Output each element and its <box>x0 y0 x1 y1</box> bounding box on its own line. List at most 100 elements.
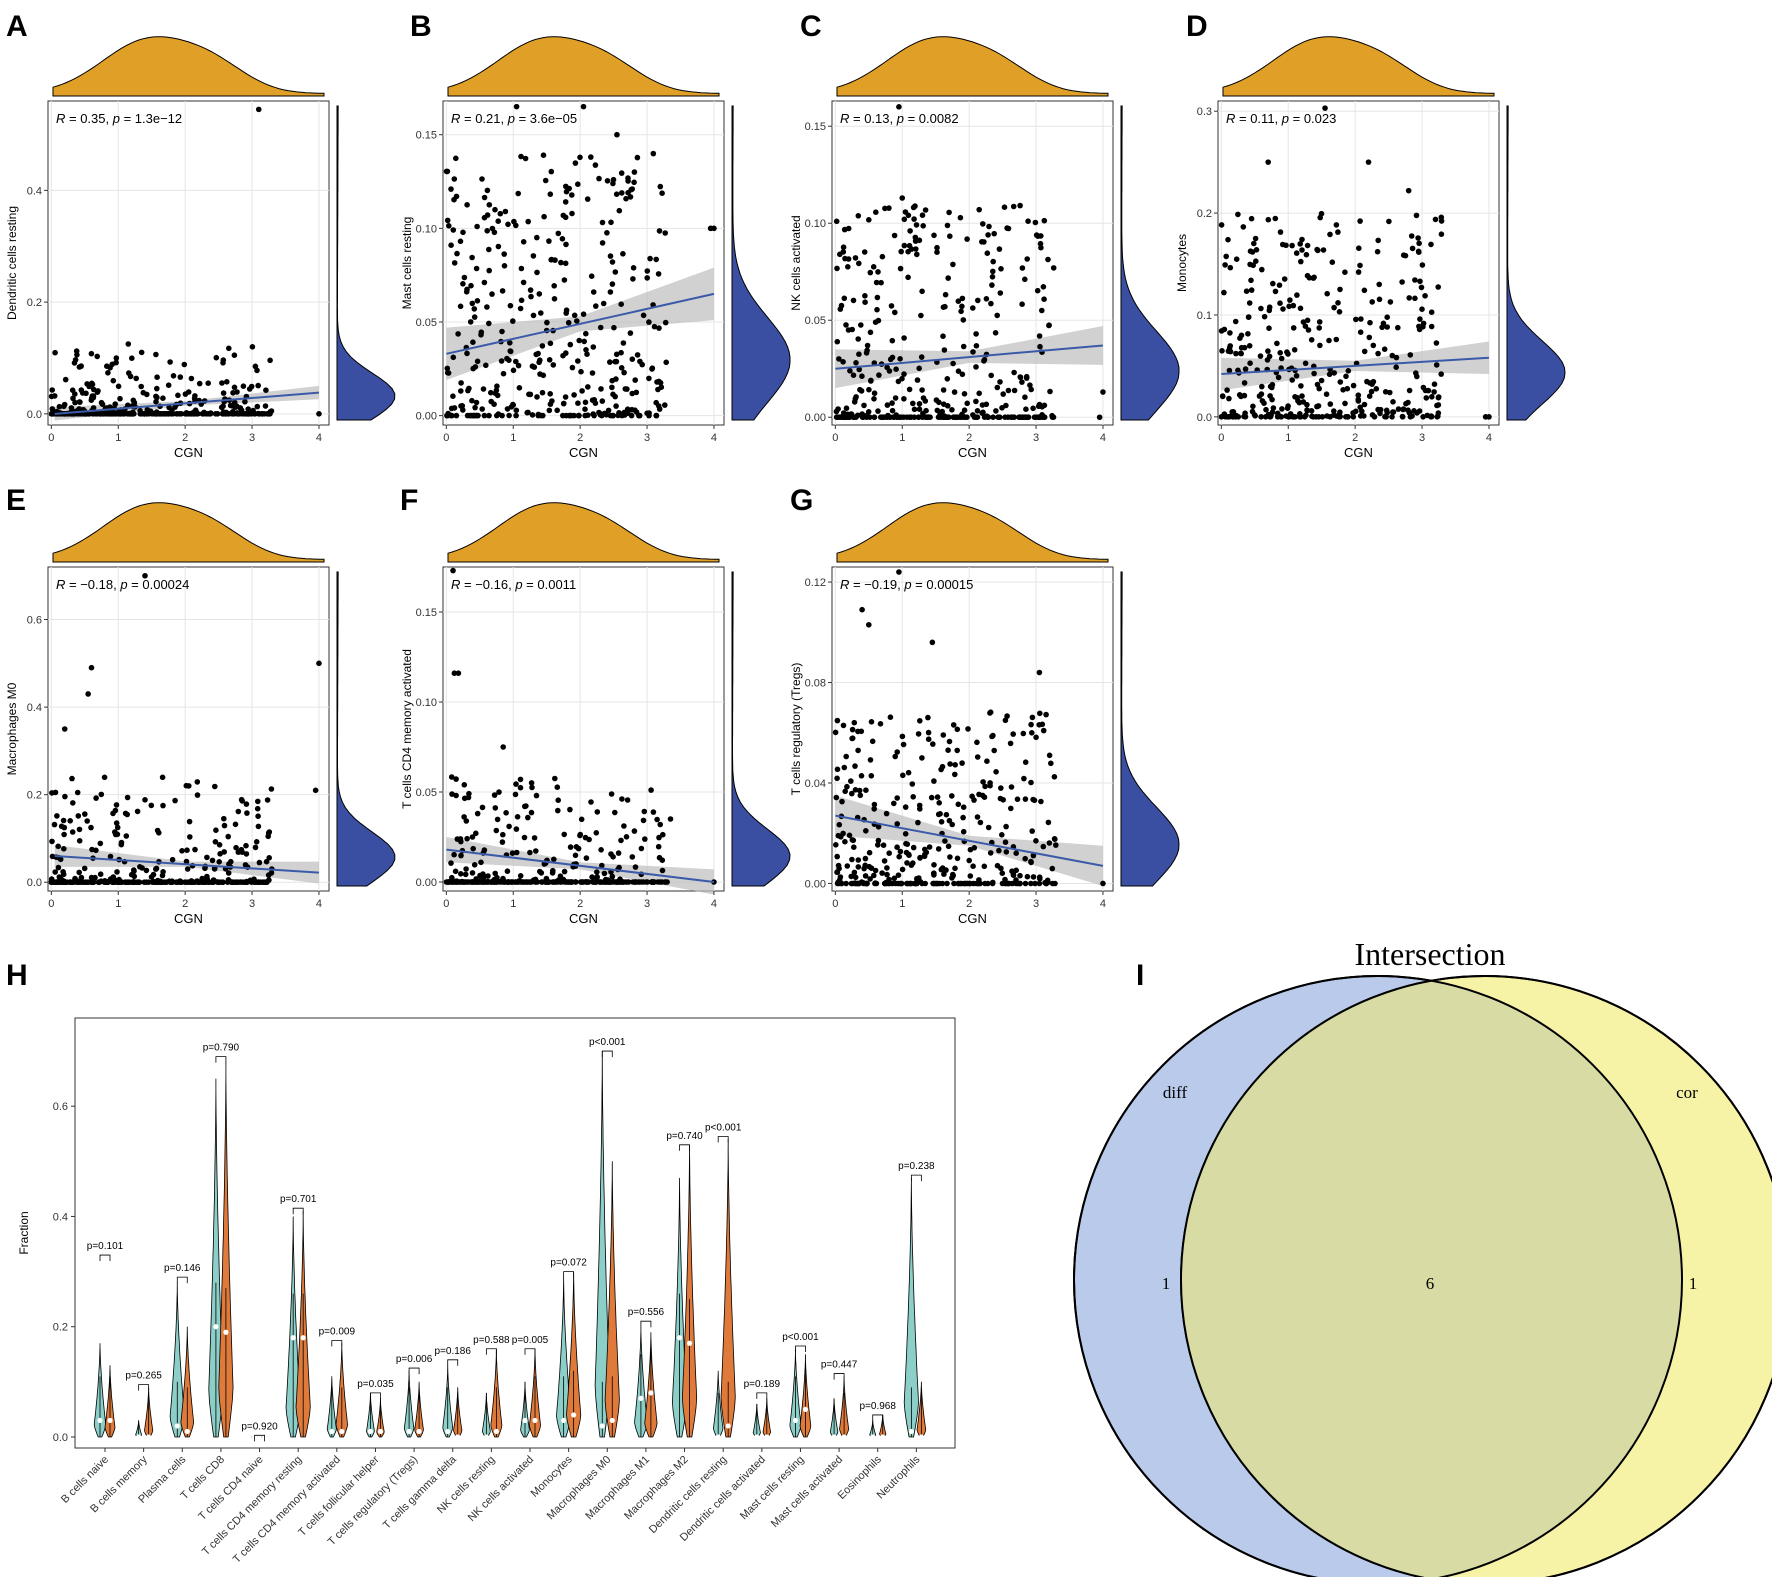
data-point <box>982 880 988 887</box>
data-point <box>469 254 475 261</box>
data-point <box>452 868 459 875</box>
data-point <box>192 846 198 853</box>
data-point <box>960 814 966 821</box>
data-point <box>588 154 594 160</box>
data-point <box>884 865 890 871</box>
data-point <box>888 303 895 309</box>
data-point <box>997 795 1004 802</box>
y-tick-label: 0.15 <box>416 130 437 142</box>
data-point <box>909 781 916 787</box>
data-point <box>1435 394 1442 401</box>
data-point <box>990 268 996 275</box>
data-point <box>541 213 547 220</box>
data-point <box>607 289 614 295</box>
data-point <box>67 818 73 824</box>
data-point <box>1033 838 1039 844</box>
y-axis-label: Mast cells resting <box>400 217 414 310</box>
y-tick-label: 0.0 <box>1197 412 1212 424</box>
data-point <box>244 810 250 816</box>
data-point <box>457 879 463 885</box>
data-point <box>915 414 922 421</box>
data-point <box>862 299 868 306</box>
data-point <box>1419 262 1426 268</box>
data-point <box>1435 410 1442 416</box>
data-point <box>124 411 131 417</box>
x-tick-label: 1 <box>510 432 516 444</box>
data-point <box>1242 366 1249 372</box>
data-point <box>1290 325 1297 331</box>
panel-letter-f: F <box>400 484 418 517</box>
data-point <box>235 879 242 885</box>
p-value-label: p=0.740 <box>666 1131 703 1142</box>
data-point <box>906 414 913 421</box>
right-density-blue <box>1506 105 1566 421</box>
data-point <box>990 258 996 265</box>
data-point <box>849 735 855 742</box>
x-tick-label: 4 <box>1100 432 1106 444</box>
data-point <box>656 228 663 234</box>
data-point <box>561 831 567 838</box>
data-point <box>886 850 892 856</box>
x-tick-label: 2 <box>577 898 583 910</box>
data-point <box>1005 387 1012 394</box>
data-point <box>903 849 910 856</box>
data-point <box>1416 408 1423 414</box>
data-point <box>563 241 569 248</box>
data-point <box>950 722 957 728</box>
data-point <box>254 403 261 410</box>
data-point <box>1007 740 1014 747</box>
data-point <box>1038 244 1044 251</box>
right-density-blue <box>1120 571 1180 887</box>
data-point <box>1355 396 1362 403</box>
x-tick-label: 0 <box>1218 432 1224 444</box>
data-point <box>1049 412 1055 419</box>
data-point <box>919 288 925 295</box>
data-point <box>122 810 129 817</box>
data-point <box>1280 306 1286 312</box>
data-point <box>453 776 459 782</box>
data-point <box>1258 414 1264 420</box>
data-point <box>1400 406 1406 413</box>
y-tick-label: 0.4 <box>27 702 42 714</box>
data-point <box>641 808 648 815</box>
data-point <box>469 834 476 840</box>
data-point <box>1051 774 1058 780</box>
data-point <box>1326 371 1333 378</box>
data-point <box>538 310 544 316</box>
data-point <box>170 373 177 379</box>
p-bracket <box>524 1348 536 1355</box>
data-point <box>1420 414 1426 420</box>
violin-group-a-median <box>97 1417 103 1424</box>
data-point <box>1041 402 1048 409</box>
data-point <box>451 670 458 676</box>
data-point <box>955 801 962 808</box>
right-density-blue <box>731 571 791 887</box>
venn-label-diff: diff <box>1163 1083 1188 1102</box>
stat-p-value: = 1.3e−12 <box>120 111 182 126</box>
data-point <box>1037 710 1043 717</box>
data-point <box>523 803 529 809</box>
data-point <box>1353 316 1359 323</box>
data-point <box>976 390 982 397</box>
data-point <box>896 853 902 860</box>
data-point <box>954 726 961 733</box>
x-tick-label: 4 <box>711 898 717 910</box>
y-tick-label: 0.00 <box>805 412 826 424</box>
data-point <box>517 784 524 791</box>
data-point <box>917 855 923 861</box>
data-point <box>90 386 97 393</box>
stat-p-value: = 0.0011 <box>523 577 577 592</box>
y-tick-label: 0.15 <box>416 607 437 619</box>
p-value-label: p=0.009 <box>319 1327 356 1338</box>
data-point <box>990 732 996 739</box>
data-point <box>946 817 953 824</box>
data-point <box>1374 248 1381 255</box>
data-point <box>599 398 606 404</box>
data-point <box>61 403 67 410</box>
data-point <box>647 255 653 262</box>
data-point <box>502 208 509 215</box>
data-point <box>863 414 870 421</box>
data-point <box>880 842 887 848</box>
